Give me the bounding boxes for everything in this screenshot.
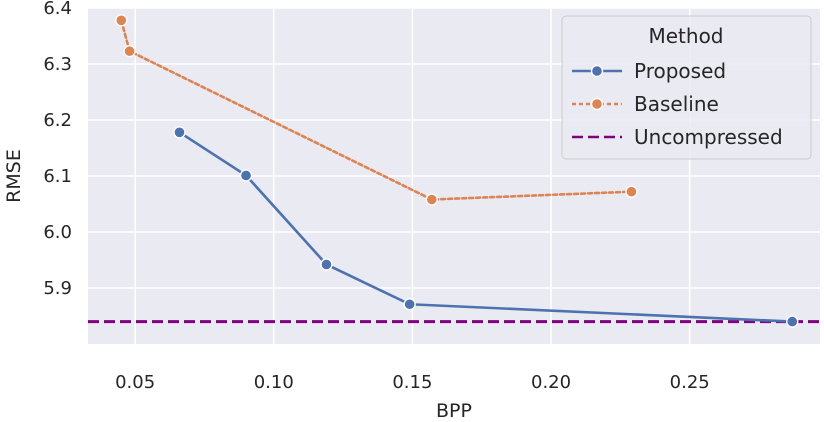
baseline-data-point	[425, 193, 439, 206]
proposed-legend-marker	[590, 64, 604, 78]
y-tick-labels: 5.9 6.0 6.1 6.2 6.3 6.4	[43, 0, 72, 299]
series-layer	[88, 14, 820, 328]
x-tick-label: 0.15	[392, 372, 432, 393]
baseline-data-point	[625, 185, 638, 198]
x-tick-label: 0.10	[254, 372, 294, 393]
legend-items: Proposed Baseline Uncompressed	[572, 59, 783, 149]
uncompressed-legend-label: Uncompressed	[634, 125, 783, 149]
legend-title: Method	[648, 24, 723, 48]
baseline-legend-marker	[590, 97, 604, 111]
proposed-data-point	[403, 298, 416, 311]
x-tick-label: 0.20	[531, 372, 571, 393]
y-axis-label: RMSE	[3, 149, 25, 203]
x-tick-labels: 0.05 0.10 0.15 0.20 0.25	[115, 372, 710, 393]
y-tick-label: 6.4	[43, 0, 72, 19]
y-tick-label: 6.3	[43, 54, 72, 75]
y-tick-label: 6.0	[43, 222, 72, 243]
proposed-data-point	[239, 169, 253, 182]
proposed-data-point	[320, 258, 333, 271]
x-axis-label: BPP	[436, 400, 472, 422]
x-tick-label: 0.25	[670, 372, 710, 393]
legend: Method Proposed Baseline Uncompressed	[561, 15, 812, 160]
proposed-legend-label: Proposed	[634, 59, 726, 83]
y-tick-label: 6.2	[43, 110, 72, 131]
baseline-series-line	[119, 19, 633, 201]
proposed-data-point	[786, 315, 799, 328]
legend-box	[561, 15, 812, 160]
y-tick-label: 6.1	[43, 166, 72, 187]
baseline-data-point	[123, 44, 136, 58]
baseline-data-point	[115, 14, 128, 27]
proposed-data-point	[173, 126, 186, 139]
y-tick-label: 5.9	[43, 278, 72, 299]
x-tick-label: 0.05	[115, 372, 155, 393]
baseline-legend-label: Baseline	[634, 92, 719, 116]
